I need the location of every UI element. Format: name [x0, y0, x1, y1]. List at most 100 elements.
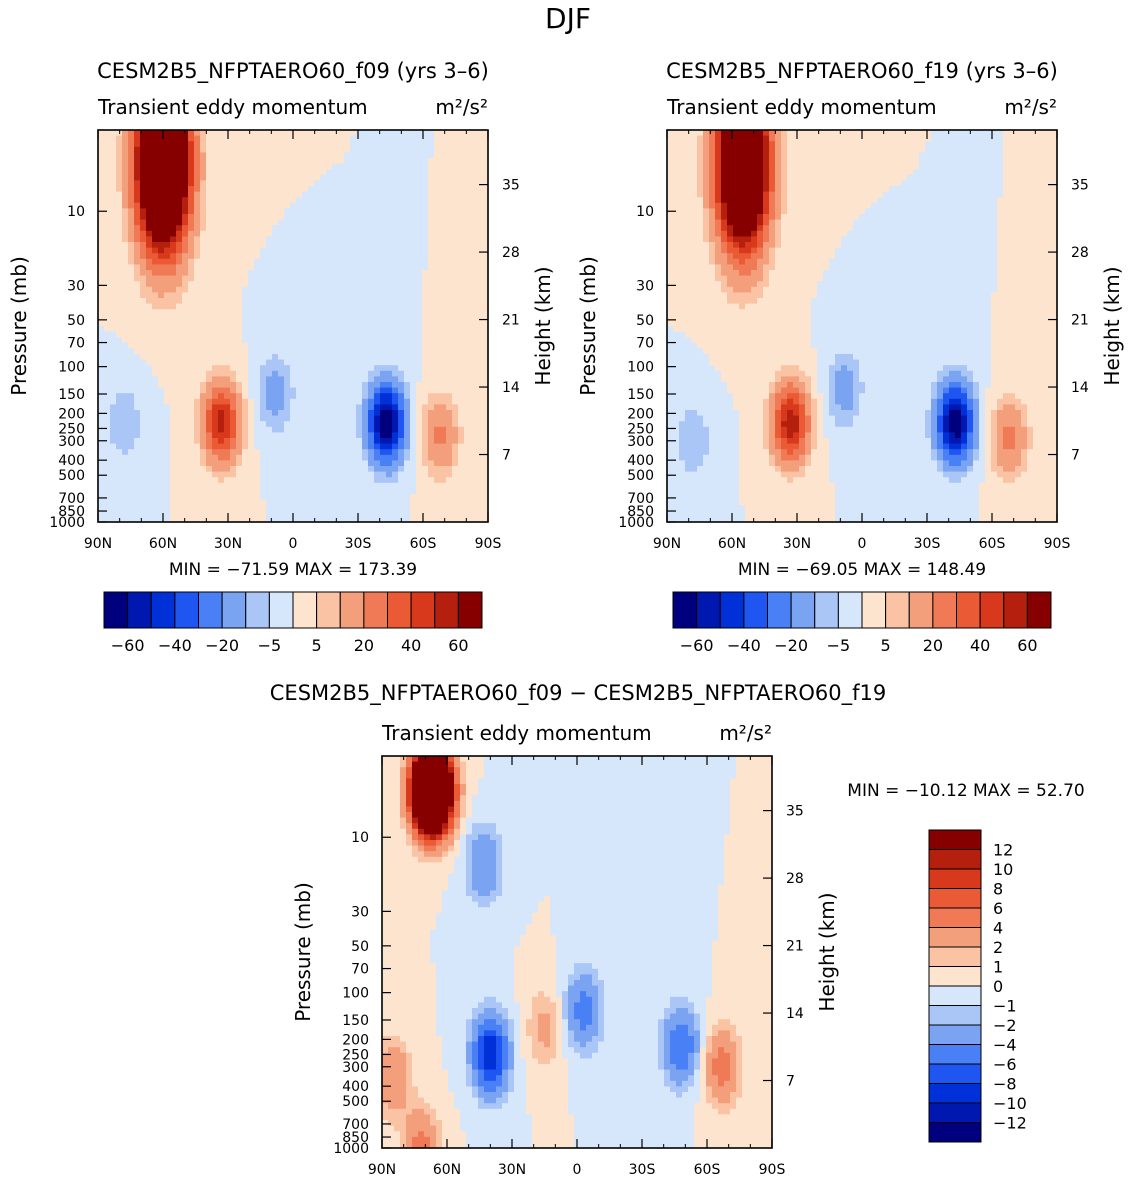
- contour-cell: [422, 130, 429, 137]
- contour-cell: [242, 387, 249, 394]
- contour-cell: [152, 197, 159, 204]
- contour-cell: [104, 130, 111, 137]
- contour-cell: [356, 152, 363, 159]
- contour-cell: [140, 477, 147, 484]
- contour-cell: [278, 370, 285, 377]
- contour-cell: [158, 488, 165, 495]
- contour-cell: [242, 477, 249, 484]
- contour-cell: [446, 286, 453, 293]
- contour-cell: [422, 275, 429, 282]
- contour-cell: [320, 359, 327, 366]
- contour-cell: [284, 197, 291, 204]
- contour-cell: [218, 354, 225, 361]
- contour-cell: [302, 135, 309, 142]
- contour-cell: [272, 130, 279, 137]
- contour-cell: [410, 135, 417, 142]
- contour-cell: [458, 292, 465, 299]
- contour-cell: [152, 505, 159, 512]
- contour-cell: [152, 130, 159, 137]
- contour-cell: [464, 264, 471, 271]
- contour-cell: [380, 337, 387, 344]
- contour-cell: [476, 376, 483, 383]
- contour-cell: [332, 253, 339, 260]
- contour-cell: [176, 225, 183, 232]
- contour-cell: [416, 376, 423, 383]
- contour-cell: [128, 516, 135, 523]
- contour-cell: [452, 443, 459, 450]
- contour-cell: [332, 516, 339, 523]
- contour-cell: [482, 348, 489, 355]
- contour-cell: [416, 337, 423, 344]
- contour-cell: [224, 152, 231, 159]
- contour-cell: [458, 516, 465, 523]
- contour-cell: [404, 163, 411, 170]
- contour-cell: [416, 466, 423, 473]
- contour-cell: [206, 314, 213, 321]
- contour-cell: [386, 219, 393, 226]
- contour-cell: [380, 236, 387, 243]
- contour-cell: [356, 247, 363, 254]
- contour-cell: [134, 163, 141, 170]
- panel-subtitle: Transient eddy momentum: [97, 95, 368, 119]
- contour-cell: [685, 146, 692, 153]
- contour-cell: [260, 146, 267, 153]
- contour-cell: [164, 264, 171, 271]
- contour-cell: [332, 387, 339, 394]
- contour-cell: [422, 398, 429, 405]
- contour-cell: [140, 466, 147, 473]
- contour-cell: [422, 247, 429, 254]
- contour-cell: [194, 488, 201, 495]
- contour-cell: [476, 426, 483, 433]
- contour-cell: [793, 146, 800, 153]
- contour-cell: [392, 410, 399, 417]
- contour-cell: [458, 208, 465, 215]
- contour-cell: [236, 186, 243, 193]
- contour-cell: [392, 230, 399, 237]
- contour-cell: [224, 438, 231, 445]
- contour-cell: [236, 359, 243, 366]
- contour-cell: [332, 494, 339, 501]
- contour-cell: [206, 398, 213, 405]
- contour-cell: [110, 454, 117, 461]
- contour-cell: [200, 258, 207, 265]
- contour-cell: [266, 331, 273, 338]
- contour-cell: [332, 342, 339, 349]
- contour-cell: [374, 460, 381, 467]
- contour-cell: [302, 443, 309, 450]
- contour-cell: [458, 454, 465, 461]
- contour-cell: [212, 516, 219, 523]
- contour-cell: [206, 370, 213, 377]
- contour-cell: [416, 163, 423, 170]
- contour-cell: [140, 230, 147, 237]
- contour-cell: [230, 449, 237, 456]
- contour-cell: [230, 421, 237, 428]
- contour-cell: [194, 516, 201, 523]
- contour-cell: [308, 482, 315, 489]
- contour-cell: [188, 230, 195, 237]
- contour-cell: [356, 320, 363, 327]
- contour-cell: [266, 460, 273, 467]
- contour-cell: [182, 270, 189, 277]
- contour-cell: [446, 415, 453, 422]
- contour-cell: [248, 225, 255, 232]
- contour-cell: [236, 499, 243, 506]
- contour-cell: [446, 454, 453, 461]
- contour-cell: [242, 247, 249, 254]
- contour-cell: [98, 348, 105, 355]
- contour-cell: [482, 214, 489, 221]
- contour-cell: [356, 258, 363, 265]
- contour-cell: [380, 494, 387, 501]
- contour-cell: [362, 214, 369, 221]
- contour-cell: [176, 365, 183, 372]
- contour-cell: [218, 326, 225, 333]
- contour-cells: [98, 130, 489, 523]
- contour-cell: [158, 135, 165, 142]
- contour-cell: [380, 359, 387, 366]
- contour-cell: [398, 214, 405, 221]
- contour-cell: [242, 230, 249, 237]
- contour-cell: [290, 443, 297, 450]
- contour-cell: [464, 309, 471, 316]
- contour-cell: [254, 292, 261, 299]
- contour-cell: [188, 415, 195, 422]
- contour-cell: [104, 331, 111, 338]
